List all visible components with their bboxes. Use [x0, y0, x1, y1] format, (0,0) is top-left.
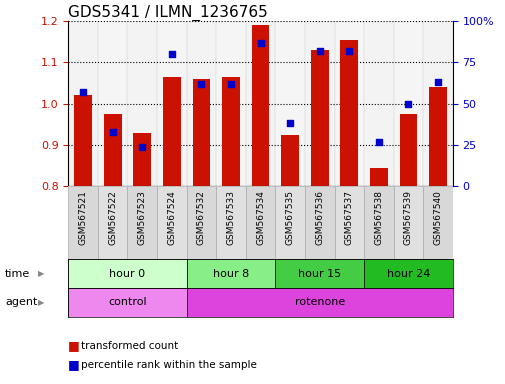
Bar: [399, 114, 417, 186]
Text: transformed count: transformed count: [81, 341, 178, 351]
Bar: [68, 288, 186, 317]
Point: [79, 89, 87, 95]
Text: hour 24: hour 24: [386, 268, 429, 279]
Bar: [423, 186, 452, 259]
Bar: [163, 77, 180, 186]
Bar: [423, 21, 452, 186]
Bar: [245, 186, 275, 259]
Text: GSM567522: GSM567522: [108, 190, 117, 245]
Bar: [428, 87, 446, 186]
Text: GSM567535: GSM567535: [285, 190, 294, 245]
Bar: [74, 96, 92, 186]
Bar: [251, 25, 269, 186]
Bar: [157, 186, 186, 259]
Bar: [305, 186, 334, 259]
Bar: [192, 79, 210, 186]
Bar: [97, 186, 127, 259]
Bar: [133, 132, 151, 186]
Bar: [364, 259, 452, 288]
Bar: [68, 259, 186, 288]
Text: GSM567536: GSM567536: [315, 190, 324, 245]
Bar: [364, 21, 393, 186]
Bar: [216, 21, 245, 186]
Text: agent: agent: [5, 297, 37, 308]
Text: ■: ■: [68, 339, 80, 352]
Text: ▶: ▶: [38, 298, 44, 307]
Bar: [364, 186, 393, 259]
Bar: [127, 21, 157, 186]
Text: hour 0: hour 0: [109, 268, 145, 279]
Point: [433, 79, 441, 85]
Point: [403, 101, 412, 107]
Text: GSM567533: GSM567533: [226, 190, 235, 245]
Text: rotenone: rotenone: [294, 297, 344, 308]
Point: [138, 144, 146, 150]
Bar: [186, 288, 452, 317]
Text: time: time: [5, 268, 30, 279]
Bar: [305, 21, 334, 186]
Text: GSM567524: GSM567524: [167, 190, 176, 245]
Bar: [369, 168, 387, 186]
Text: percentile rank within the sample: percentile rank within the sample: [81, 360, 257, 370]
Point: [315, 48, 323, 54]
Point: [168, 51, 176, 57]
Point: [285, 121, 293, 127]
Bar: [281, 135, 298, 186]
Text: hour 15: hour 15: [297, 268, 341, 279]
Point: [227, 81, 235, 87]
Point: [197, 81, 205, 87]
Text: GSM567538: GSM567538: [374, 190, 383, 245]
Bar: [222, 77, 239, 186]
Bar: [334, 186, 364, 259]
Text: GSM567540: GSM567540: [433, 190, 442, 245]
Bar: [393, 186, 423, 259]
Bar: [275, 21, 305, 186]
Point: [374, 139, 382, 145]
Text: GDS5341 / ILMN_1236765: GDS5341 / ILMN_1236765: [68, 5, 268, 21]
Text: ■: ■: [68, 358, 80, 371]
Text: hour 8: hour 8: [213, 268, 248, 279]
Bar: [157, 21, 186, 186]
Text: GSM567534: GSM567534: [256, 190, 265, 245]
Text: GSM567539: GSM567539: [403, 190, 412, 245]
Text: ▶: ▶: [38, 269, 44, 278]
Text: GSM567532: GSM567532: [196, 190, 206, 245]
Point: [344, 48, 352, 54]
Bar: [186, 259, 275, 288]
Bar: [334, 21, 364, 186]
Point: [256, 40, 264, 46]
Text: GSM567523: GSM567523: [137, 190, 146, 245]
Bar: [310, 50, 328, 186]
Bar: [245, 21, 275, 186]
Bar: [216, 186, 245, 259]
Text: GSM567521: GSM567521: [78, 190, 87, 245]
Text: GSM567537: GSM567537: [344, 190, 353, 245]
Bar: [68, 186, 97, 259]
Bar: [97, 21, 127, 186]
Bar: [186, 21, 216, 186]
Bar: [275, 259, 364, 288]
Bar: [186, 186, 216, 259]
Bar: [68, 21, 97, 186]
Bar: [127, 186, 157, 259]
Bar: [275, 186, 305, 259]
Bar: [393, 21, 423, 186]
Point: [109, 129, 117, 135]
Bar: [340, 40, 358, 186]
Text: control: control: [108, 297, 146, 308]
Bar: [104, 114, 121, 186]
